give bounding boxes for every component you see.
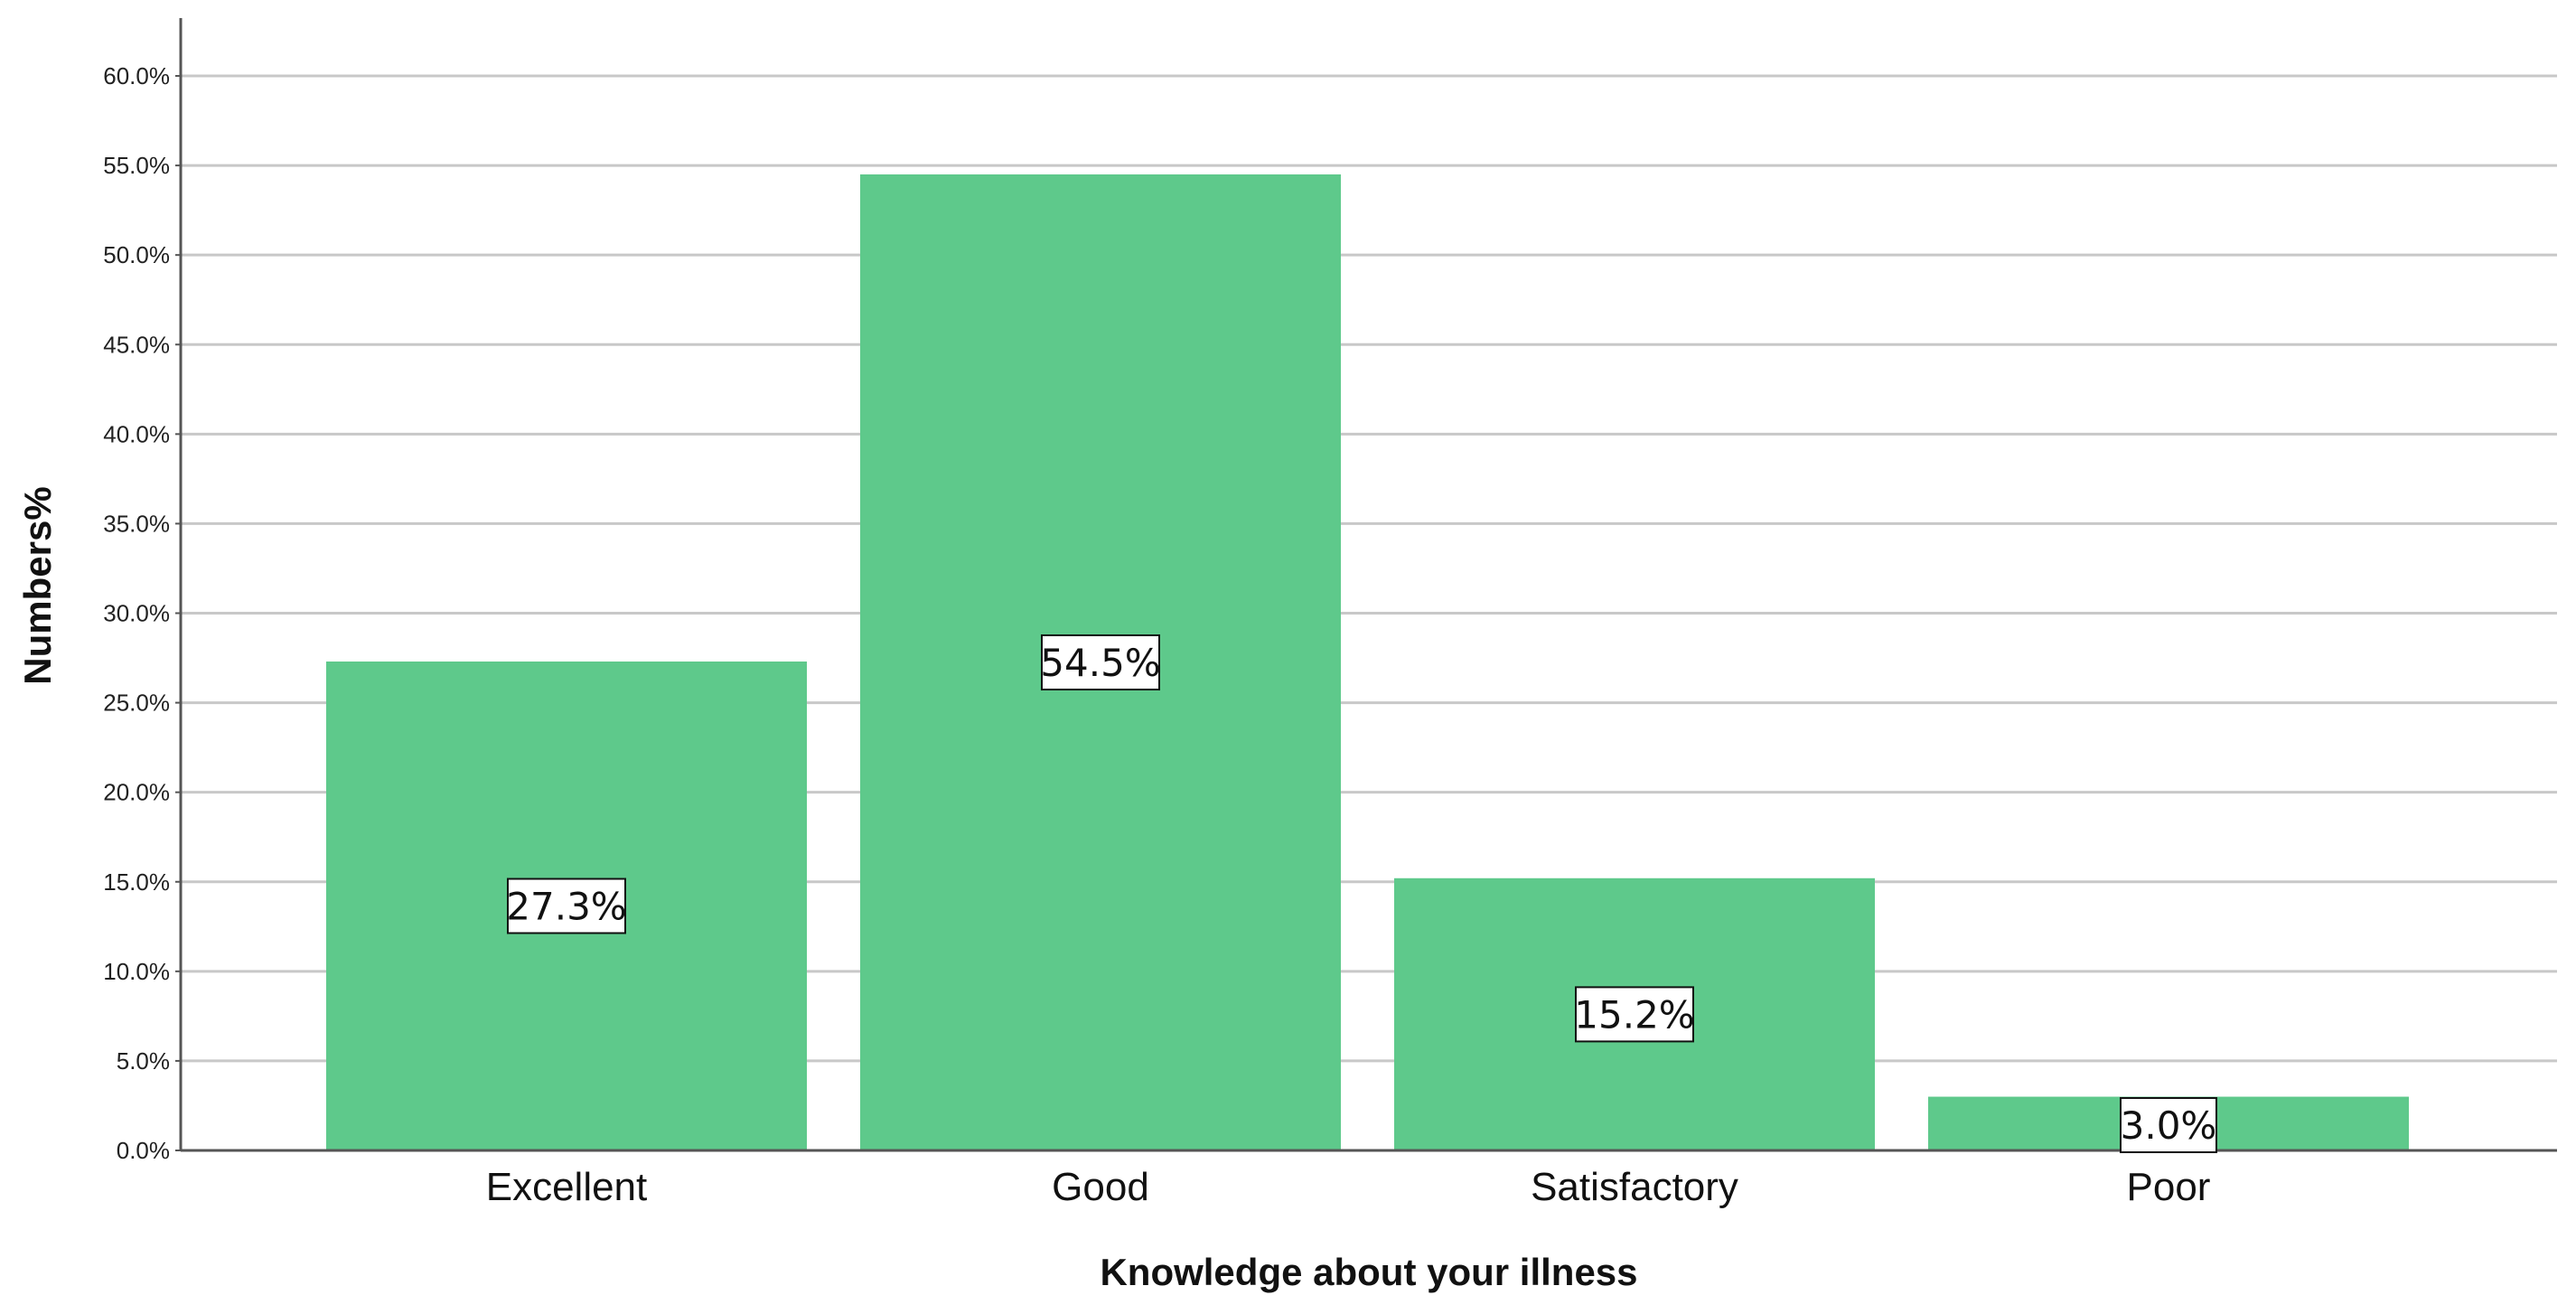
y-tick-label: 25.0% [103, 690, 170, 717]
y-tick-label: 35.0% [103, 510, 170, 537]
y-tick-label: 55.0% [103, 152, 170, 179]
data-label-satisfactory: 15.2% [1574, 986, 1695, 1043]
data-label-box [2120, 1097, 2217, 1153]
data-label-excellent: 27.3% [506, 878, 627, 934]
data-label-box [507, 878, 626, 934]
bars [326, 174, 2409, 1150]
data-label-text: 3.0% [2121, 1103, 2217, 1148]
x-category-labels: Excellent Good Satisfactory Poor [486, 1165, 2211, 1209]
y-tick-label: 50.0% [103, 241, 170, 268]
y-tick-label: 45.0% [103, 331, 170, 358]
y-tick-label: 15.0% [103, 868, 170, 896]
y-tick-label: 0.0% [117, 1137, 170, 1164]
x-tick-label: Poor [2127, 1165, 2211, 1209]
data-label-box [1041, 634, 1160, 690]
y-tick-label: 30.0% [103, 600, 170, 627]
y-axis-title: Numbers% [16, 486, 59, 684]
y-tick-label: 10.0% [103, 958, 170, 985]
x-axis-title: Knowledge about your illness [1100, 1251, 1637, 1293]
y-tick-label: 40.0% [103, 420, 170, 447]
x-tick-label: Satisfactory [1531, 1165, 1738, 1209]
data-label-box [1575, 986, 1694, 1043]
y-tick-label: 20.0% [103, 779, 170, 806]
y-tick-labels: 0.0% 5.0% 10.0% 15.0% 20.0% 25.0% 30.0% 35.0% 40… [103, 62, 181, 1164]
data-labels: 27.3% 54.5% 15.2% 3.0% [506, 634, 2217, 1153]
y-tick-label: 60.0% [103, 62, 170, 89]
data-label-text: 15.2% [1574, 992, 1694, 1037]
data-label-poor: 3.0% [2120, 1097, 2217, 1153]
x-tick-label: Excellent [486, 1165, 648, 1209]
data-label-text: 54.5% [1040, 641, 1160, 685]
y-tick-label: 5.0% [117, 1047, 170, 1075]
data-label-text: 27.3% [506, 885, 626, 929]
data-label-good: 54.5% [1040, 634, 1161, 690]
x-tick-label: Good [1052, 1165, 1149, 1209]
